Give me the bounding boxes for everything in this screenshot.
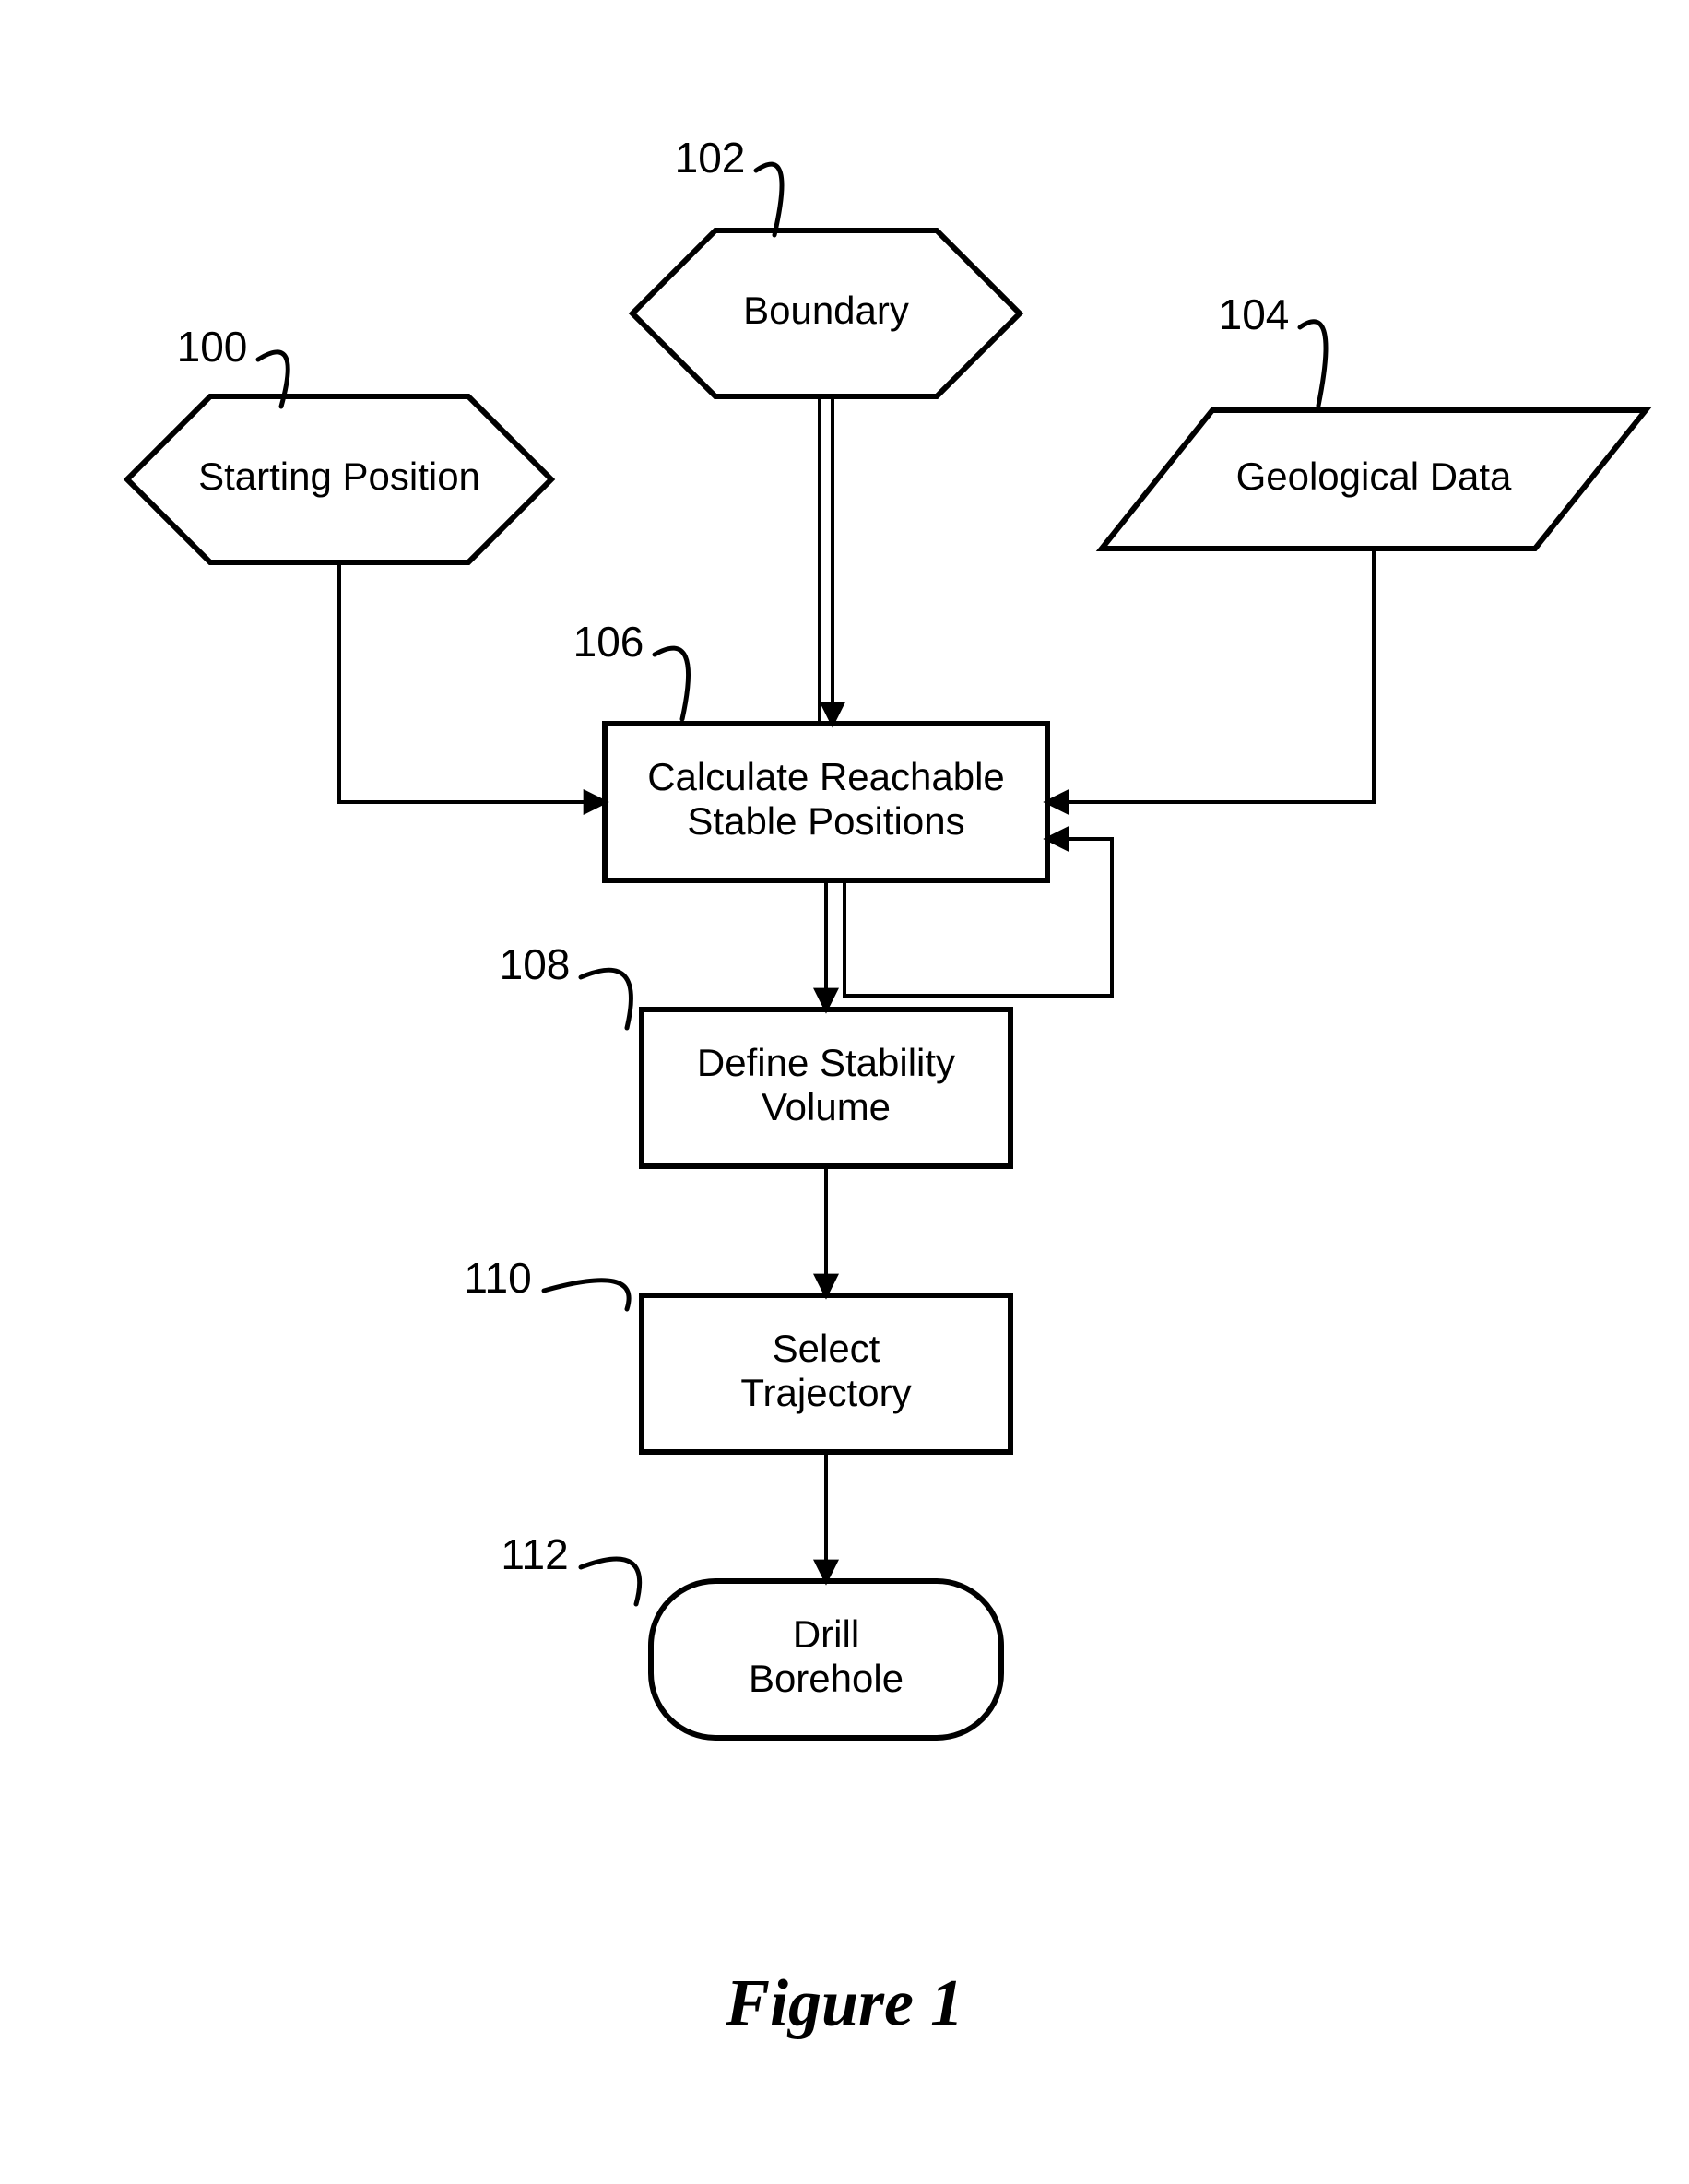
ref-leader bbox=[756, 164, 782, 235]
node-boundary: Boundary bbox=[632, 230, 1020, 396]
ref-label: 112 bbox=[501, 1530, 568, 1578]
node-label: Volume bbox=[762, 1085, 891, 1128]
ref-label: 104 bbox=[1219, 290, 1290, 338]
ref-label: 110 bbox=[464, 1254, 531, 1302]
feedback-edge bbox=[844, 839, 1112, 996]
ref-leader bbox=[581, 970, 631, 1028]
ref-label: 106 bbox=[573, 618, 644, 666]
ref-leader bbox=[655, 648, 689, 719]
node-label: Boundary bbox=[743, 289, 909, 332]
node-label: Starting Position bbox=[198, 455, 480, 498]
node-geological_data: Geological Data bbox=[1102, 410, 1646, 549]
ref-leader bbox=[1300, 322, 1326, 406]
node-label: Drill bbox=[793, 1612, 859, 1656]
edge bbox=[1047, 549, 1374, 802]
ref-leader bbox=[544, 1281, 629, 1309]
node-label: Geological Data bbox=[1236, 455, 1512, 498]
figure-caption: Figure 1 bbox=[725, 1966, 963, 2040]
ref-label: 100 bbox=[177, 323, 248, 371]
node-starting_position: Starting Position bbox=[127, 396, 551, 562]
node-define_stability: Define StabilityVolume bbox=[642, 1009, 1010, 1166]
node-label: Calculate Reachable bbox=[647, 755, 1005, 798]
ref-leader bbox=[581, 1559, 640, 1604]
ref-label: 108 bbox=[500, 940, 571, 988]
node-label: Define Stability bbox=[697, 1041, 955, 1084]
node-label: Trajectory bbox=[740, 1371, 911, 1414]
node-label: Stable Positions bbox=[687, 799, 964, 843]
node-select_trajectory: SelectTrajectory bbox=[642, 1295, 1010, 1452]
node-calc_reachable: Calculate ReachableStable Positions bbox=[605, 724, 1047, 880]
node-drill_borehole: DrillBorehole bbox=[651, 1581, 1001, 1738]
node-label: Select bbox=[773, 1327, 880, 1370]
node-label: Borehole bbox=[749, 1657, 904, 1700]
ref-label: 102 bbox=[675, 134, 746, 182]
edge bbox=[339, 562, 605, 802]
